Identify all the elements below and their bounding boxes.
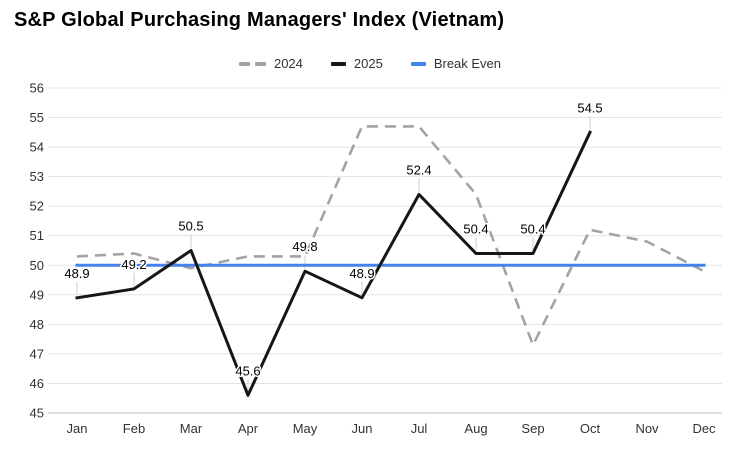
x-axis-tick-label: Aug: [464, 421, 487, 436]
y-axis-tick-label: 50: [30, 258, 44, 273]
chart-title: S&P Global Purchasing Managers' Index (V…: [14, 9, 505, 31]
x-axis-tick-label: May: [293, 421, 318, 436]
y-axis-tick-label: 51: [30, 228, 44, 243]
y-axis-tick-label: 47: [30, 346, 44, 361]
series-line-2025: [75, 130, 592, 397]
data-label-2025-apr: 45.6: [235, 363, 260, 378]
legend-item-break-even: Break Even: [410, 56, 502, 71]
y-axis-tick-label: 53: [30, 169, 44, 184]
y-axis-tick-label: 49: [30, 287, 44, 302]
legend-marker-solid-icon: [330, 61, 346, 66]
data-label-2025-sep: 50.4: [520, 222, 545, 237]
x-axis-tick-label: Nov: [635, 421, 659, 436]
chart-legend: 2024 2025 Break Even: [0, 56, 740, 71]
data-label-2025-oct: 54.5: [577, 100, 602, 115]
data-label-2025-may: 49.8: [292, 239, 317, 254]
x-axis-tick-label: Oct: [580, 421, 601, 436]
data-label-2025-jul: 52.4: [406, 162, 431, 177]
data-label-2025-jun: 48.9: [349, 266, 374, 281]
x-axis-tick-label: Dec: [692, 421, 716, 436]
data-label-2025-jan: 48.9: [64, 266, 89, 281]
legend-label: Break Even: [433, 56, 502, 71]
x-axis-tick-label: Jan: [67, 421, 88, 436]
x-axis-tick-label: Jul: [411, 421, 428, 436]
y-axis-tick-label: 54: [30, 140, 44, 155]
y-axis-tick-label: 48: [30, 317, 44, 332]
data-label-2025-aug: 50.4: [463, 222, 488, 237]
y-axis-tick-label: 52: [30, 199, 44, 214]
series-line-2024: [76, 125, 705, 347]
data-label-2025-mar: 50.5: [178, 219, 203, 234]
y-axis-tick-label: 56: [30, 81, 44, 96]
legend-item-2024: 2024: [238, 56, 303, 71]
y-axis-tick-label: 55: [30, 110, 44, 125]
legend-marker-dashed-icon: [238, 61, 266, 66]
x-axis-tick-label: Jun: [352, 421, 373, 436]
x-axis-tick-label: Sep: [521, 421, 544, 436]
y-axis-tick-label: 46: [30, 376, 44, 391]
x-axis-tick-label: Mar: [180, 421, 203, 436]
legend-label: 2025: [353, 56, 383, 71]
x-axis-tick-label: Apr: [238, 421, 259, 436]
legend-label: 2024: [273, 56, 303, 71]
y-axis-tick-label: 45: [30, 406, 44, 421]
legend-item-2025: 2025: [330, 56, 383, 71]
data-label-2025-feb: 49.2: [121, 257, 146, 272]
x-axis-tick-label: Feb: [123, 421, 145, 436]
legend-marker-solid-icon: [410, 61, 426, 66]
